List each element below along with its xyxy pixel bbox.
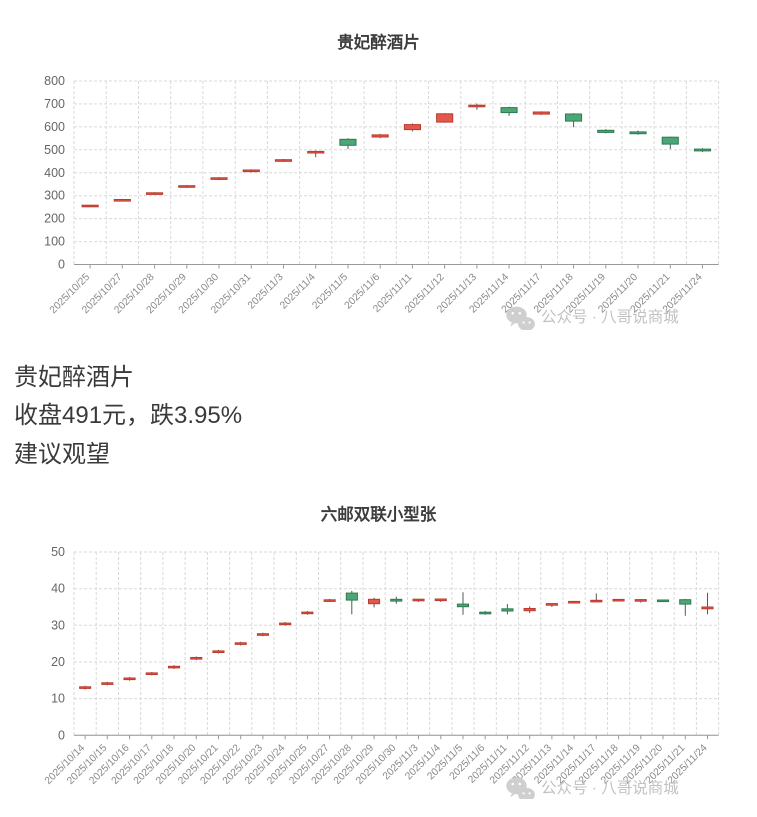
svg-text:500: 500 (44, 143, 65, 157)
svg-text:800: 800 (44, 74, 65, 88)
svg-text:50: 50 (51, 545, 65, 559)
svg-text:0: 0 (58, 728, 65, 742)
svg-text:400: 400 (44, 166, 65, 180)
svg-text:600: 600 (44, 120, 65, 134)
svg-text:20: 20 (51, 655, 65, 669)
svg-text:贵妃醉酒片: 贵妃醉酒片 (337, 32, 420, 52)
svg-text:10: 10 (51, 692, 65, 706)
svg-text:40: 40 (51, 582, 65, 596)
svg-text:300: 300 (44, 189, 65, 203)
svg-text:0: 0 (58, 258, 65, 272)
svg-text:200: 200 (44, 212, 65, 226)
svg-text:六邮双联小型张: 六邮双联小型张 (321, 504, 437, 524)
svg-text:100: 100 (44, 235, 65, 249)
svg-text:公众号 · 八哥说商城: 公众号 · 八哥说商城 (541, 779, 679, 797)
svg-text:700: 700 (44, 97, 65, 111)
svg-text:30: 30 (51, 618, 65, 632)
svg-text:公众号 · 八哥说商城: 公众号 · 八哥说商城 (541, 308, 679, 326)
